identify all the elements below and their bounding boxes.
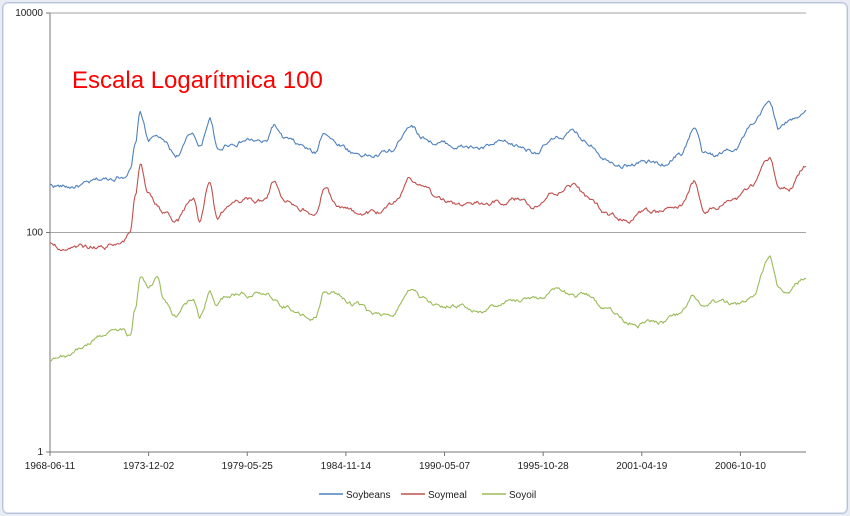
x-tick-label: 1990-05-07 <box>419 461 471 472</box>
y-tick-label: 100 <box>26 228 43 239</box>
x-tick-label: 1979-05-25 <box>222 461 274 472</box>
scale-annotation: Escala Logarítmica 100 <box>72 67 323 94</box>
y-axis-ticks: 10000 100 1 <box>15 8 50 458</box>
x-tick-label: 1968-06-11 <box>25 461 76 472</box>
y-tick-label: 1 <box>37 447 43 458</box>
legend: Soybeans Soymeal Soyoil <box>319 490 536 501</box>
x-tick-label: 2001-04-19 <box>616 461 668 472</box>
x-tick-label: 1984-11-14 <box>321 461 372 472</box>
y-tick-label: 10000 <box>15 8 43 19</box>
x-axis-ticks: 1968-06-11 1973-12-02 1979-05-25 1984-11-14… <box>25 452 767 472</box>
series-line-soybeans <box>49 100 807 189</box>
x-tick-label: 1995-10-28 <box>518 461 570 472</box>
series-lines <box>49 100 807 362</box>
series-line-soymeal <box>49 156 807 252</box>
series-line-soyoil <box>49 255 807 362</box>
legend-label-soymeal: Soymeal <box>428 490 467 501</box>
x-tick-label: 2006-10-10 <box>715 461 767 472</box>
x-tick-label: 1973-12-02 <box>123 461 175 472</box>
legend-label-soyoil: Soyoil <box>509 490 536 501</box>
legend-label-soybeans: Soybeans <box>346 490 390 501</box>
